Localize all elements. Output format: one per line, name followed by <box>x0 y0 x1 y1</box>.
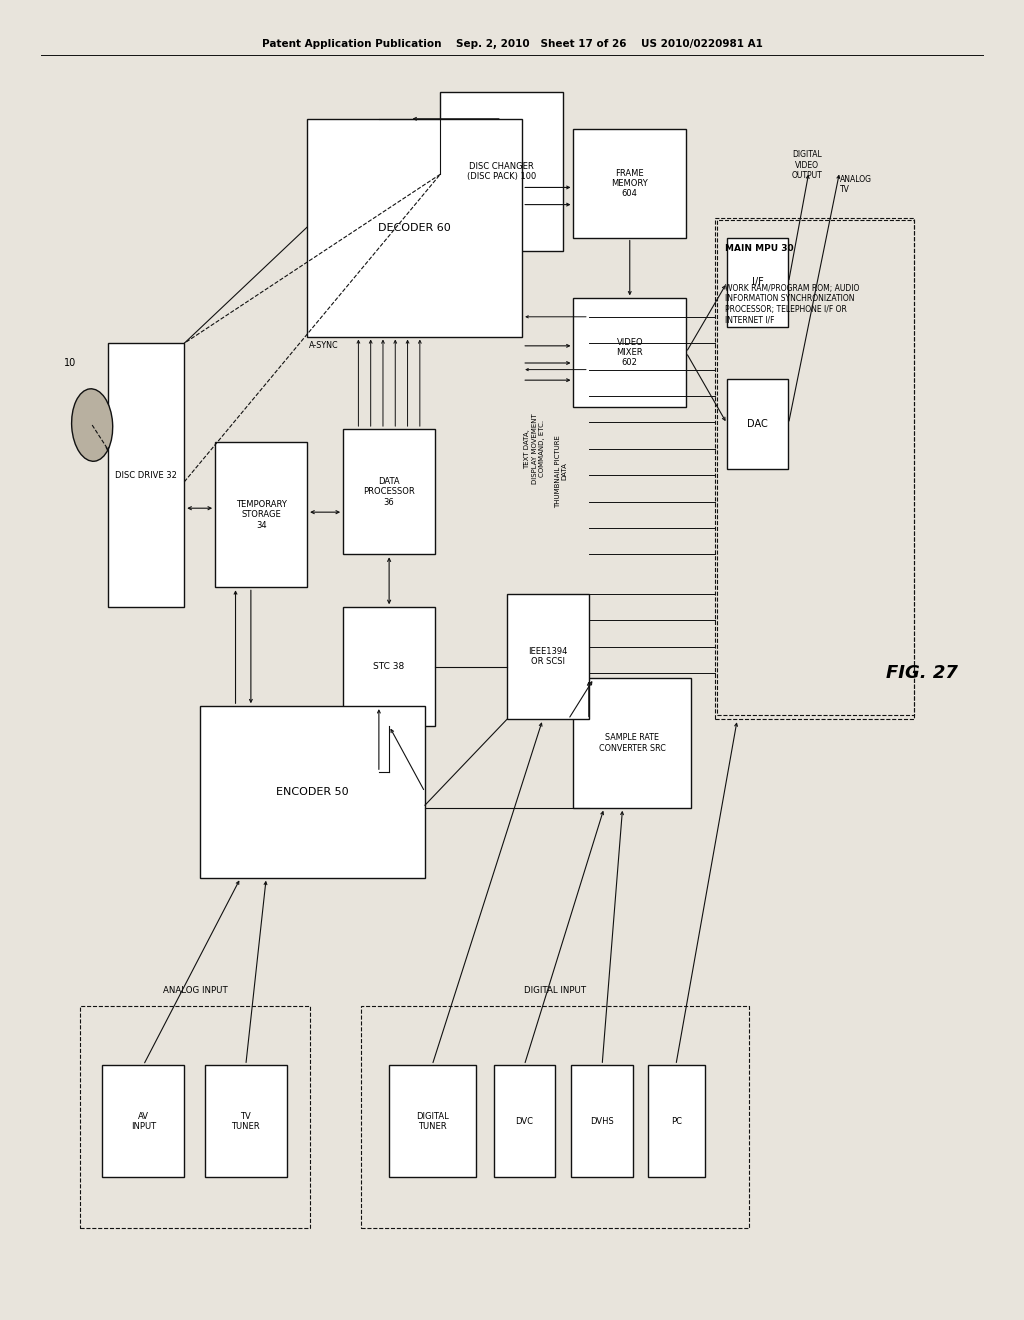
Text: TEXT DATA,
DISPLAY MOVEMENT
COMMAND, ETC.: TEXT DATA, DISPLAY MOVEMENT COMMAND, ETC… <box>524 413 545 484</box>
Bar <box>727 379 788 469</box>
Text: VIDEO
MIXER
602: VIDEO MIXER 602 <box>616 338 643 367</box>
Text: ENCODER 50: ENCODER 50 <box>276 787 348 797</box>
Bar <box>200 706 425 878</box>
Ellipse shape <box>72 389 113 461</box>
Text: DIGITAL
TUNER: DIGITAL TUNER <box>417 1111 449 1131</box>
Text: STC 38: STC 38 <box>374 663 404 671</box>
Text: THUMBNAIL PICTURE
DATA: THUMBNAIL PICTURE DATA <box>555 434 567 508</box>
Text: IEEE1394
OR SCSI: IEEE1394 OR SCSI <box>528 647 567 667</box>
Bar <box>648 1065 705 1177</box>
Text: AV
INPUT: AV INPUT <box>131 1111 156 1131</box>
Text: DIGITAL
VIDEO
OUTPUT: DIGITAL VIDEO OUTPUT <box>792 150 822 180</box>
Bar <box>361 1006 749 1228</box>
Bar <box>573 678 691 808</box>
Text: FRAME
MEMORY
604: FRAME MEMORY 604 <box>611 169 648 198</box>
Bar <box>507 594 589 719</box>
Text: DATA
PROCESSOR
36: DATA PROCESSOR 36 <box>364 477 415 507</box>
Bar <box>727 238 788 327</box>
Text: PC: PC <box>671 1117 682 1126</box>
Text: A-SYNC: A-SYNC <box>309 342 339 350</box>
Text: Patent Application Publication    Sep. 2, 2010   Sheet 17 of 26    US 2010/02209: Patent Application Publication Sep. 2, 2… <box>261 38 763 49</box>
Bar <box>80 1006 310 1228</box>
Bar <box>389 1065 476 1177</box>
Bar <box>108 343 184 607</box>
Text: DVHS: DVHS <box>590 1117 614 1126</box>
Text: SAMPLE RATE
CONVERTER SRC: SAMPLE RATE CONVERTER SRC <box>599 734 666 752</box>
Bar <box>494 1065 555 1177</box>
Text: DVC: DVC <box>515 1117 534 1126</box>
Bar <box>571 1065 633 1177</box>
Bar <box>343 429 435 554</box>
Text: WORK RAM/PROGRAM ROM; AUDIO
INFORMATION SYNCHRONIZATION
PROCESSOR; TELEPHONE I/F: WORK RAM/PROGRAM ROM; AUDIO INFORMATION … <box>725 284 859 323</box>
Bar <box>307 119 522 337</box>
Bar <box>440 92 563 251</box>
Bar <box>205 1065 287 1177</box>
Text: I/F: I/F <box>752 277 764 288</box>
Text: TEMPORARY
STORAGE
34: TEMPORARY STORAGE 34 <box>236 500 287 529</box>
Bar <box>215 442 307 587</box>
Text: TV
TUNER: TV TUNER <box>231 1111 260 1131</box>
Text: DIGITAL INPUT: DIGITAL INPUT <box>524 986 586 995</box>
Text: DISC DRIVE 32: DISC DRIVE 32 <box>115 471 177 479</box>
Text: DECODER 60: DECODER 60 <box>378 223 452 232</box>
Text: DAC: DAC <box>748 418 768 429</box>
Bar <box>102 1065 184 1177</box>
Bar <box>573 298 686 407</box>
Bar <box>715 218 914 719</box>
Text: DISC CHANGER
(DISC PACK) 100: DISC CHANGER (DISC PACK) 100 <box>467 162 537 181</box>
Text: FIG. 27: FIG. 27 <box>886 664 957 682</box>
Text: 10: 10 <box>63 358 76 368</box>
Text: MAIN MPU 30: MAIN MPU 30 <box>725 244 794 253</box>
Bar <box>343 607 435 726</box>
Text: ANALOG
TV: ANALOG TV <box>840 176 871 194</box>
Bar <box>573 129 686 238</box>
Text: ANALOG INPUT: ANALOG INPUT <box>163 986 227 995</box>
Bar <box>717 220 914 715</box>
